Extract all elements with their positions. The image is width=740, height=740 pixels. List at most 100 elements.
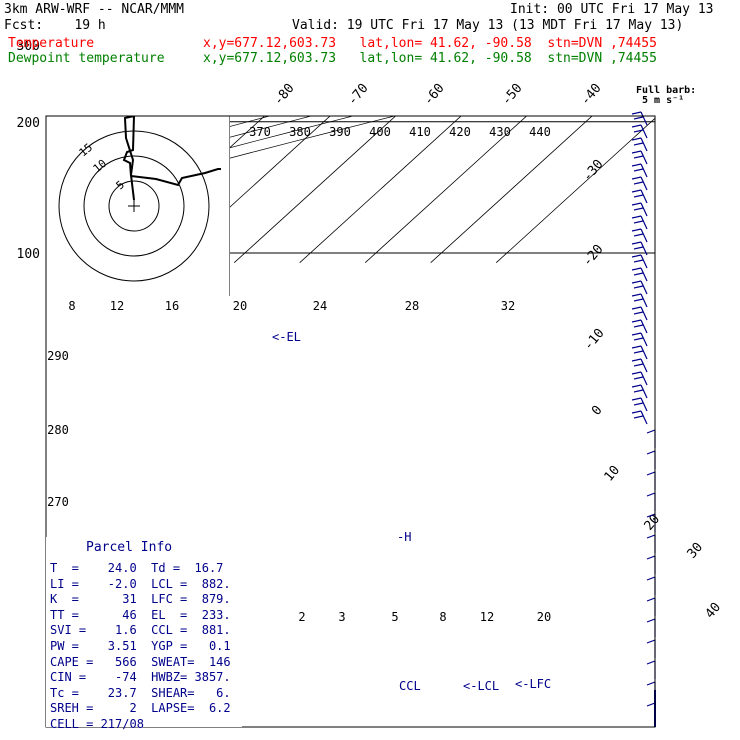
- hodograph-ring: [108, 180, 160, 232]
- wind-barb-staff: [640, 241, 648, 256]
- wind-barb-flag: [631, 124, 642, 128]
- level-annotation: -H: [397, 530, 411, 544]
- wind-barb-flag: [631, 319, 642, 323]
- wind-barb-staff: [640, 293, 648, 308]
- wind-barb-flag: [646, 450, 656, 455]
- wind-barb-flag: [631, 332, 642, 336]
- parcel-info-row: CELL = 217/08: [50, 717, 144, 731]
- parcel-info-title: Parcel Info: [86, 540, 173, 555]
- wind-barb-flag: [633, 376, 644, 380]
- wind-barb-flag: [646, 429, 656, 434]
- parcel-info-row: TT = 46 EL = 233.: [50, 607, 231, 622]
- parcel-info-row: CIN = -74 HWBZ= 3857.: [50, 670, 231, 685]
- mixing-ratio-label: 16: [165, 299, 179, 313]
- dewpoint-location: x,y=677.12,603.73 lat,lon= 41.62, -90.58…: [203, 51, 657, 66]
- wind-barb-flag: [633, 350, 644, 354]
- wind-barb-flag: [646, 618, 656, 623]
- legend-dewpoint: Dewpoint temperature: [8, 51, 165, 66]
- mixing-ratio-label: 20: [233, 299, 247, 313]
- parcel-info-row: Tc = 23.7 SHEAR= 6.: [50, 685, 231, 700]
- wind-barb-flag: [633, 363, 644, 367]
- wind-barb-staff: [640, 111, 648, 126]
- isotherm-line: [233, 116, 735, 264]
- isotherm-label: -60: [421, 81, 448, 109]
- wind-barb-flag: [631, 202, 642, 206]
- wind-barb-flag: [646, 492, 656, 497]
- parcel-info-panel: [46, 537, 242, 727]
- wind-barb-staff: [640, 150, 648, 165]
- wind-barb-flag: [631, 137, 642, 141]
- isotherm-label: 0: [589, 403, 606, 419]
- wind-barb-flag: [631, 189, 642, 193]
- parcel-info-row: LI = -2.0 LCL = 882.: [50, 576, 231, 591]
- forecast-hour: Fcst: 19 h: [4, 18, 106, 33]
- wind-barb-flag: [633, 220, 644, 224]
- barb-key-units: 5 m s⁻¹: [642, 95, 685, 106]
- wind-barb-flag: [646, 597, 656, 602]
- isotherm-label: -70: [345, 81, 372, 109]
- wind-barb-flag: [631, 384, 642, 388]
- wind-barb-flag: [633, 129, 644, 133]
- theta-label: 370: [249, 125, 271, 139]
- mixing-ratio-label: 8: [439, 610, 446, 624]
- wind-barb-staff: [640, 410, 648, 425]
- level-annotation: <-EL: [272, 330, 301, 344]
- wind-barb-flag: [633, 285, 644, 289]
- wind-barb-flag: [633, 233, 644, 237]
- theta-label: 410: [409, 125, 431, 139]
- wind-barb-flag: [633, 194, 644, 198]
- level-annotation: CCL: [399, 679, 421, 693]
- wind-barb-flag: [646, 555, 656, 560]
- isotherm-label: -80: [271, 81, 298, 109]
- wind-barb-flag: [631, 267, 642, 271]
- wind-barb-staff: [640, 332, 648, 347]
- mixing-ratio-label: 28: [405, 299, 419, 313]
- parcel-info-row: T = 24.0 Td = 16.7: [50, 561, 224, 575]
- mixing-ratio-label: 20: [537, 610, 551, 624]
- theta-label: 400: [369, 125, 391, 139]
- wind-barb-flag: [631, 241, 642, 245]
- theta-label: 270: [47, 495, 69, 509]
- wind-barb-staff: [640, 397, 648, 412]
- theta-label: 290: [47, 349, 69, 363]
- wind-barb-staff: [640, 163, 648, 178]
- wind-barb-flag: [633, 155, 644, 159]
- wind-barb-flag: [631, 215, 642, 219]
- parcel-info-row: PW = 3.51 YGP = 0.1: [50, 639, 231, 653]
- theta-label: 380: [289, 125, 311, 139]
- wind-barb-flag: [633, 402, 644, 406]
- isotherm-label: 30: [685, 540, 707, 562]
- mixing-ratio-label: 12: [110, 299, 124, 313]
- wind-barb-flag: [631, 150, 642, 154]
- wind-barb-flag: [633, 415, 644, 419]
- wind-barb-flag: [646, 534, 656, 539]
- mixing-ratio-label: 12: [480, 610, 494, 624]
- wind-barb-flag: [646, 660, 656, 665]
- wind-barb-flag: [631, 358, 642, 362]
- theta-label: 420: [449, 125, 471, 139]
- pressure-tick-label: 300: [17, 39, 40, 54]
- wind-barb-staff: [640, 319, 648, 334]
- wind-barb-flag: [631, 176, 642, 180]
- parcel-info-row: K = 31 LFC = 879.: [50, 592, 231, 607]
- wind-barb-staff: [640, 280, 648, 295]
- wind-barb-flag: [646, 513, 656, 518]
- wind-barb-flag: [633, 142, 644, 146]
- wind-barb-staff: [640, 228, 648, 243]
- wind-barb-flag: [633, 116, 644, 120]
- wind-barb-flag: [633, 207, 644, 211]
- mixing-ratio-label: 32: [501, 299, 515, 313]
- isotherm-line: [299, 116, 740, 264]
- legend-temperature: Temperature: [8, 36, 95, 51]
- wind-barb-staff: [640, 306, 648, 321]
- wind-barb-staff: [640, 215, 648, 230]
- wind-barb-flag: [633, 311, 644, 315]
- wind-barb-flag: [631, 371, 642, 375]
- wind-barb-staff: [640, 254, 648, 269]
- wind-barb-flag: [631, 163, 642, 167]
- pressure-tick-label: 200: [17, 116, 40, 131]
- wind-barb-staff: [640, 371, 648, 386]
- wind-barb-flag: [631, 111, 642, 115]
- wind-barb-flag: [631, 293, 642, 297]
- wind-barb-flag: [631, 280, 642, 284]
